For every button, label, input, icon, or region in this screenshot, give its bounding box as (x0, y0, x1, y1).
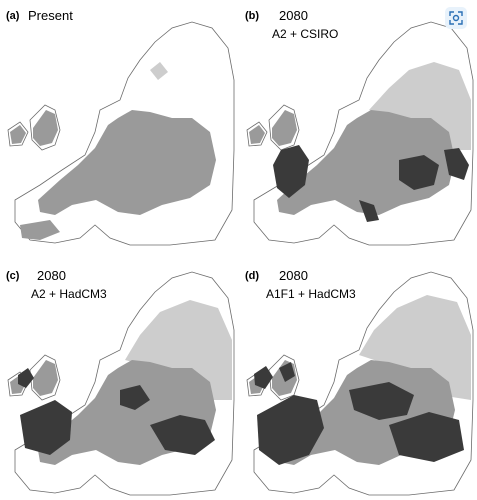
southern-range (273, 145, 309, 198)
panel-scenario: A2 + CSIRO (272, 27, 339, 41)
northern-expansion (369, 62, 471, 150)
northern-expansion (359, 295, 471, 400)
map-panel-c: (c) 2080 A2 + HadCM3 (0, 250, 238, 500)
panel-title: 2080 (37, 268, 66, 283)
europe-map-b (246, 21, 474, 246)
southern-range (20, 400, 72, 455)
europe-map-d (246, 271, 474, 496)
panel-label: (b) (245, 10, 260, 22)
map-panel-b: (b) 2080 A2 + CSIRO (239, 0, 477, 250)
panel-scenario: A2 + HadCM3 (31, 287, 107, 301)
map-panel-a: (a) Present (0, 0, 238, 250)
panel-label: (d) (245, 270, 260, 282)
panel-scenario: A1F1 + HadCM3 (266, 287, 356, 301)
southern-range (257, 395, 324, 465)
present-range (277, 110, 455, 215)
map-panel-d: (d) 2080 A1F1 + HadCM3 (239, 250, 477, 500)
europe-map-a (7, 21, 235, 246)
europe-map-c (7, 271, 235, 496)
panel-label: (c) (6, 270, 20, 282)
image-search-button[interactable] (445, 7, 467, 29)
scan-icon (449, 11, 463, 25)
panel-label: (a) (6, 10, 20, 22)
panel-title: Present (28, 8, 73, 23)
panel-title: 2080 (279, 8, 308, 23)
panel-title: 2080 (279, 268, 308, 283)
northern-expansion (125, 300, 232, 400)
present-range (38, 110, 216, 215)
